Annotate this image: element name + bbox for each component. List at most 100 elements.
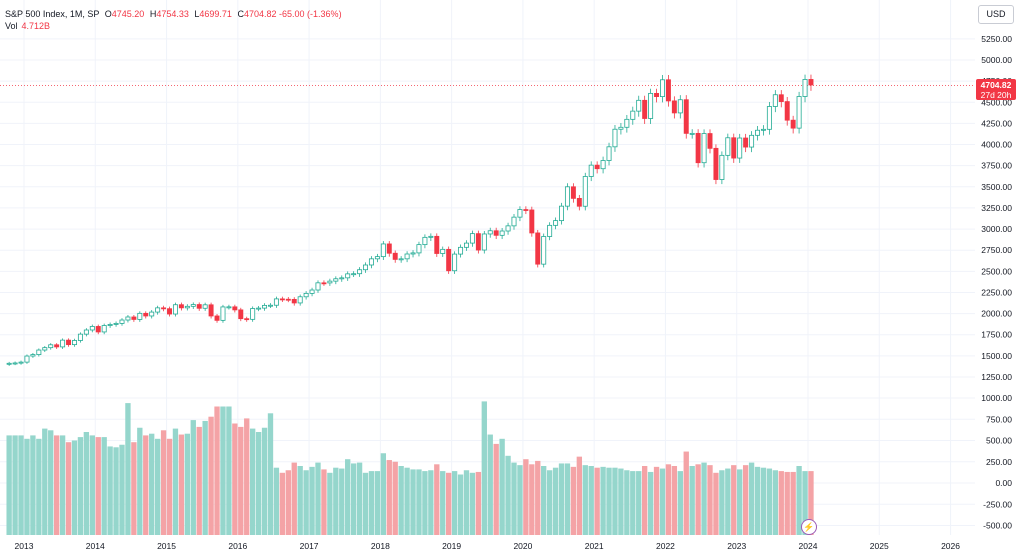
volume-bar <box>101 437 107 538</box>
volume-bar <box>362 472 369 538</box>
symbol-legend: S&P 500 Index, 1M, SP O4745.20 H4754.33 … <box>5 8 342 20</box>
candle-body <box>303 292 309 298</box>
candle-body <box>398 258 404 261</box>
candle-body <box>12 362 18 365</box>
volume-bar <box>12 435 18 538</box>
volume-bar <box>214 406 220 538</box>
volume-bar <box>190 420 196 538</box>
candle-body <box>410 252 416 255</box>
volume-bar <box>350 463 357 538</box>
volume-bar <box>327 472 333 538</box>
volume-bar <box>713 472 719 538</box>
volume-bar <box>279 472 286 538</box>
candle-body <box>452 253 458 272</box>
low-value: 4699.71 <box>199 9 232 19</box>
candle-body <box>582 176 588 207</box>
volume-bar <box>511 462 517 538</box>
volume-bar <box>71 440 78 538</box>
candle-body <box>755 129 760 136</box>
volume-bar <box>594 467 600 538</box>
candle-body <box>594 164 600 170</box>
candle-body <box>749 134 755 148</box>
time-axis: 2013 2014 2015 2016 2017 2018 2019 2020 2021 2022… <box>15 541 961 551</box>
candle-body <box>636 99 642 112</box>
volume-bar <box>505 455 511 538</box>
candle-body <box>309 289 315 294</box>
volume-label: Vol <box>5 21 18 31</box>
time-tick-label: 2023 <box>727 541 746 551</box>
volume-bar <box>184 433 191 538</box>
volume-bar <box>754 466 761 538</box>
volume-bar <box>457 474 464 538</box>
currency-button[interactable]: USD <box>978 5 1014 24</box>
volume-bar <box>48 430 54 538</box>
candle-body <box>642 99 648 119</box>
candle-body <box>339 277 345 280</box>
time-tick-label: 2017 <box>300 541 319 551</box>
price-tick-label: 3000.00 <box>981 224 1012 234</box>
volume-bar <box>196 426 202 538</box>
last-price-value: 4704.82 <box>980 80 1012 90</box>
candle-body <box>232 306 238 311</box>
volume-bar <box>398 466 404 538</box>
price-tick-label: 500.00 <box>986 436 1012 446</box>
price-tick-label: -250.00 <box>983 499 1012 509</box>
candle-body <box>481 233 487 251</box>
candle-body <box>149 311 155 317</box>
open-label: O <box>104 9 112 19</box>
candle-body <box>18 361 24 364</box>
candle-body <box>523 209 529 211</box>
volume-bar <box>707 465 713 538</box>
volume-bar <box>552 467 559 538</box>
volume-bar <box>778 471 784 538</box>
candle-body <box>101 325 107 333</box>
volume-bar <box>404 467 410 538</box>
candle-body <box>600 160 606 170</box>
candle-body <box>564 186 570 207</box>
candle-body <box>374 256 380 260</box>
volume-bar <box>451 471 458 538</box>
time-tick-label: 2016 <box>228 541 247 551</box>
volume-bar <box>95 437 101 538</box>
candle-body <box>766 106 772 130</box>
candle-body <box>196 304 202 309</box>
candle-body <box>808 79 814 86</box>
candle-body <box>689 132 695 135</box>
candle-body <box>386 243 392 254</box>
candle-body <box>226 306 232 309</box>
volume-bar <box>469 472 476 538</box>
candle-body <box>719 154 725 180</box>
candle-body <box>83 329 89 335</box>
lightning-icon[interactable]: ⚡ <box>801 519 817 535</box>
volume-bar <box>748 462 755 538</box>
candle-body <box>731 137 737 159</box>
price-tick-label: 2000.00 <box>981 309 1012 319</box>
volume-bar <box>624 470 630 538</box>
bar-countdown: 27d 20h <box>980 90 1012 100</box>
volume-bar <box>392 461 398 538</box>
volume-bar <box>653 466 660 538</box>
volume-bar <box>541 466 547 538</box>
candle-body <box>291 298 297 304</box>
volume-bar <box>784 471 790 538</box>
candle-body <box>434 235 440 254</box>
candle-body <box>244 318 250 321</box>
time-tick-label: 2021 <box>585 541 604 551</box>
volume-bar <box>273 467 280 538</box>
volume-bar <box>249 428 256 538</box>
candle-body <box>416 244 422 254</box>
candle-body <box>493 230 499 236</box>
volume-bar <box>77 437 84 538</box>
close-label: C <box>237 9 244 19</box>
volume-bar <box>641 466 648 538</box>
candle-body <box>368 258 374 266</box>
candle-body <box>119 319 125 324</box>
volume-bar <box>172 428 179 538</box>
volume-bar <box>588 466 594 538</box>
volume-bar <box>107 446 113 538</box>
candle-body <box>184 305 190 309</box>
volume-bar <box>83 432 90 538</box>
volume-bar <box>232 423 238 538</box>
candle-body <box>202 304 208 309</box>
